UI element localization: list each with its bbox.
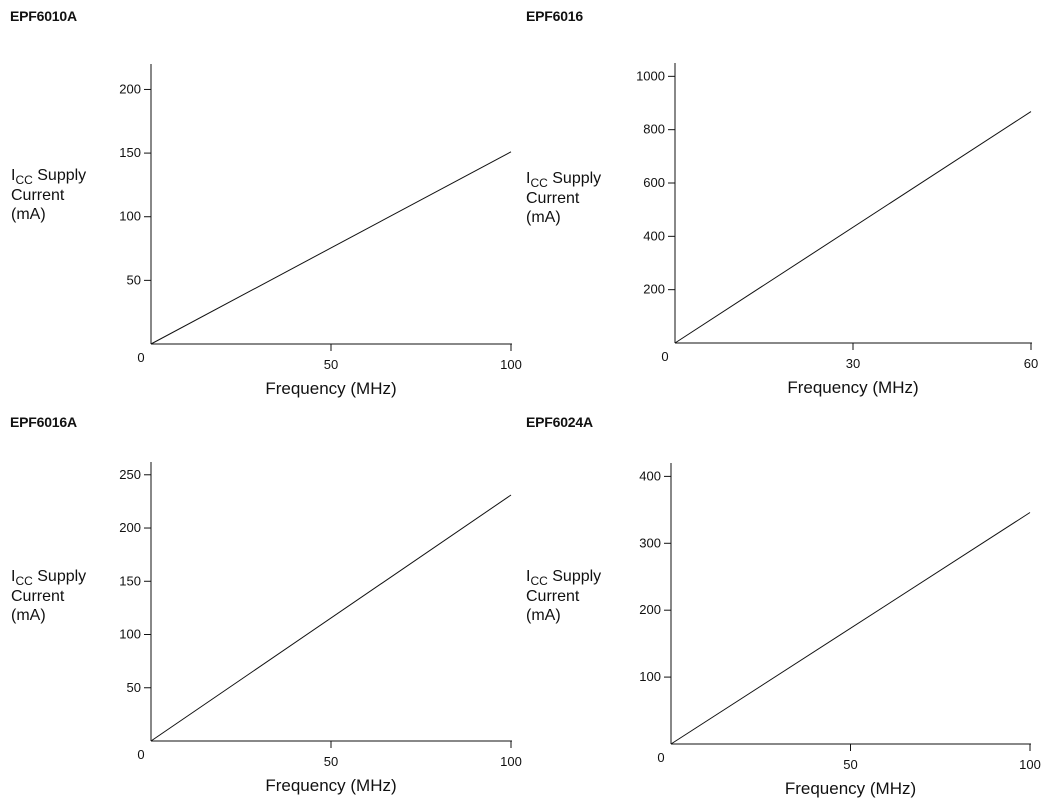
series-line <box>150 151 512 345</box>
y-axis-label-prefix: I <box>526 568 531 585</box>
y-tick-label: 200 <box>643 282 665 297</box>
y-axis-label-line3: (mA) <box>526 209 561 226</box>
y-axis-label-prefix: I <box>526 170 531 187</box>
y-tick-label: 50 <box>127 272 141 287</box>
y-axis-label-line1: Supply <box>547 568 602 585</box>
y-axis-label-prefix: I <box>11 568 16 585</box>
y-axis-label-subscript: CC <box>15 173 33 187</box>
x-tick-label: 0 <box>137 350 144 365</box>
y-axis-label-line3: (mA) <box>11 607 46 624</box>
y-axis-label-line2: Current <box>526 190 580 207</box>
y-tick-label: 150 <box>119 573 141 588</box>
x-tick-label: 50 <box>324 357 338 372</box>
y-axis-label: ICC Supply Current (mA) <box>11 166 86 224</box>
y-axis-label-line2: Current <box>11 187 65 204</box>
chart-title: EPF6016 <box>526 8 583 24</box>
y-axis-label-line1: Supply <box>32 167 87 184</box>
x-tick-label: 30 <box>846 356 860 371</box>
y-tick-label: 100 <box>119 627 141 642</box>
series-line <box>670 512 1031 745</box>
chart-title: EPF6016A <box>10 414 77 430</box>
chart-title: EPF6024A <box>526 414 593 430</box>
x-tick-label: 100 <box>1019 757 1041 772</box>
x-axis-label: Frequency (MHz) <box>265 776 396 795</box>
y-tick-label: 250 <box>119 467 141 482</box>
chart-title: EPF6010A <box>10 8 77 24</box>
y-tick-label: 100 <box>119 209 141 224</box>
y-tick-label: 600 <box>643 175 665 190</box>
x-tick-label: 60 <box>1024 356 1038 371</box>
x-tick-label: 100 <box>500 754 522 769</box>
series-line <box>674 111 1032 344</box>
y-axis-label-line3: (mA) <box>11 206 46 223</box>
y-tick-label: 400 <box>643 228 665 243</box>
x-axis-label: Frequency (MHz) <box>265 379 396 398</box>
y-axis-label-line2: Current <box>526 588 580 605</box>
x-tick-label: 0 <box>657 750 664 765</box>
y-tick-label: 300 <box>639 535 661 550</box>
x-tick-label: 50 <box>843 757 857 772</box>
x-axis-label: Frequency (MHz) <box>785 779 916 798</box>
x-tick-label: 50 <box>324 754 338 769</box>
y-tick-label: 100 <box>639 669 661 684</box>
y-tick-label: 200 <box>639 602 661 617</box>
y-axis-label-line1: Supply <box>32 568 87 585</box>
series-line <box>150 494 512 742</box>
y-axis-label-prefix: I <box>11 167 16 184</box>
x-tick-label: 0 <box>661 349 668 364</box>
y-tick-label: 200 <box>119 81 141 96</box>
x-tick-label: 100 <box>500 357 522 372</box>
y-axis-label-subscript: CC <box>15 574 33 588</box>
y-tick-label: 200 <box>119 520 141 535</box>
y-tick-label: 400 <box>639 468 661 483</box>
x-axis-label: Frequency (MHz) <box>787 378 918 397</box>
y-axis-label: ICC Supply Current (mA) <box>526 567 601 625</box>
x-tick-label: 0 <box>137 747 144 762</box>
y-axis-label: ICC Supply Current (mA) <box>526 169 601 227</box>
y-axis-label-subscript: CC <box>530 574 548 588</box>
y-tick-label: 800 <box>643 122 665 137</box>
y-tick-label: 150 <box>119 145 141 160</box>
y-axis-label-line3: (mA) <box>526 607 561 624</box>
y-tick-label: 1000 <box>636 68 665 83</box>
y-axis-label: ICC Supply Current (mA) <box>11 567 86 625</box>
y-axis-label-line1: Supply <box>547 170 602 187</box>
y-axis-label-line2: Current <box>11 588 65 605</box>
y-axis-label-subscript: CC <box>530 176 548 190</box>
y-tick-label: 50 <box>127 680 141 695</box>
